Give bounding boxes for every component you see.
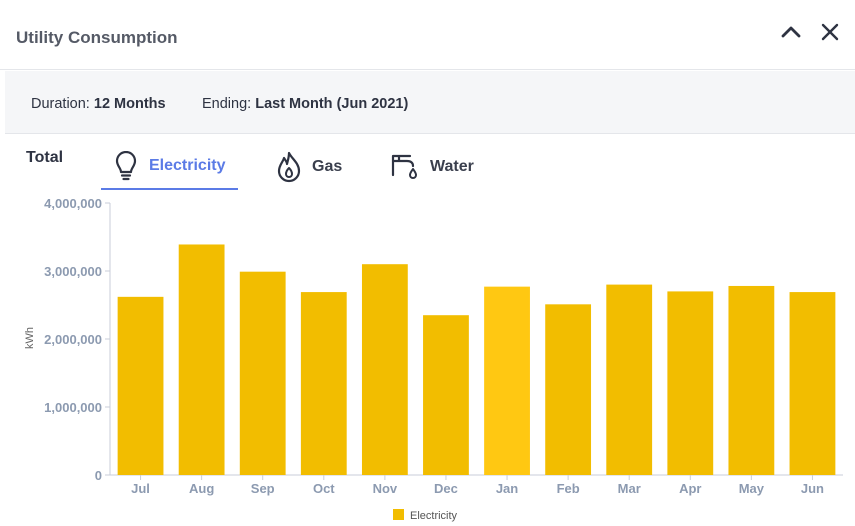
x-tick-label-may: May xyxy=(739,481,765,496)
x-tick-label-mar: Mar xyxy=(618,481,641,496)
y-tick-label: 3,000,000 xyxy=(44,264,102,279)
bar-jul[interactable] xyxy=(117,296,164,475)
x-tick-label-aug: Aug xyxy=(189,481,214,496)
y-tick-label: 4,000,000 xyxy=(44,196,102,211)
bar-jun[interactable] xyxy=(789,292,836,475)
bar-feb[interactable] xyxy=(545,304,592,475)
ending-value: Last Month (Jun 2021) xyxy=(255,96,409,112)
ending-filter[interactable]: Ending: Last Month (Jun 2021) xyxy=(202,96,408,112)
tab-water-label: Water xyxy=(430,158,474,175)
x-tick-label-nov: Nov xyxy=(373,481,398,496)
bar-apr[interactable] xyxy=(667,291,714,475)
close-button[interactable] xyxy=(816,18,844,46)
x-tick-label-feb: Feb xyxy=(557,481,580,496)
duration-label: Duration: xyxy=(31,96,90,112)
bar-aug[interactable] xyxy=(178,244,225,475)
y-tick-label: 0 xyxy=(95,468,102,483)
tab-gas[interactable]: Gas xyxy=(276,144,342,190)
y-tick-label: 2,000,000 xyxy=(44,332,102,347)
bar-oct[interactable] xyxy=(300,292,347,475)
legend-label-electricity: Electricity xyxy=(410,510,458,522)
tab-water[interactable]: Water xyxy=(390,144,474,190)
panel-title: Utility Consumption xyxy=(16,28,178,47)
collapse-button[interactable] xyxy=(777,18,805,46)
tab-electricity[interactable]: Electricity xyxy=(101,144,238,190)
flame-icon xyxy=(277,151,301,183)
utility-tabs: Total Electricity Gas Water xyxy=(0,140,855,192)
electricity-bar-chart: 0 1,000,000 2,000,000 3,000,000 4,000,000 Jul… xyxy=(24,196,843,522)
bar-sep[interactable] xyxy=(239,271,286,475)
ending-label: Ending: xyxy=(202,96,252,112)
y-tick-label: 1,000,000 xyxy=(44,400,102,415)
x-tick-label-sep: Sep xyxy=(251,481,275,496)
lightbulb-icon xyxy=(115,151,137,181)
tab-total[interactable]: Total xyxy=(26,149,64,166)
panel-header: Utility Consumption xyxy=(0,0,855,70)
faucet-icon xyxy=(391,154,417,179)
x-tick-label-jan: Jan xyxy=(496,481,518,496)
bar-jan[interactable] xyxy=(484,286,530,475)
close-icon xyxy=(821,23,839,41)
legend-swatch-electricity xyxy=(393,509,404,520)
tab-electricity-label: Electricity xyxy=(149,157,226,174)
x-tick-label-oct: Oct xyxy=(313,481,335,496)
chevron-up-icon xyxy=(781,26,801,38)
filter-bar: Duration: 12 Months Ending: Last Month (… xyxy=(5,71,855,134)
bar-nov[interactable] xyxy=(361,264,408,475)
tab-gas-label: Gas xyxy=(312,158,343,175)
bar-dec[interactable] xyxy=(423,315,469,475)
chart-legend[interactable]: Electricity xyxy=(393,509,458,522)
y-axis-label: kWh xyxy=(24,327,36,349)
x-tick-label-apr: Apr xyxy=(679,481,701,496)
bar-may[interactable] xyxy=(728,285,775,475)
x-tick-label-jun: Jun xyxy=(801,481,824,496)
x-tick-label-jul: Jul xyxy=(131,481,150,496)
duration-value: 12 Months xyxy=(93,96,166,112)
bar-mar[interactable] xyxy=(606,284,653,475)
x-tick-label-dec: Dec xyxy=(434,481,458,496)
duration-filter[interactable]: Duration: 12 Months xyxy=(31,96,166,112)
